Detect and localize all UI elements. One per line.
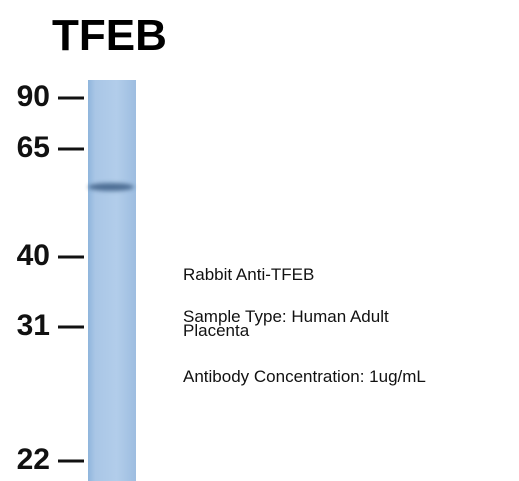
sample-type-label: Placenta bbox=[183, 321, 250, 340]
western-blot-figure: TFEB 90 65 40 31 22 Rabbit Anti-TFEB Sam… bbox=[0, 0, 519, 481]
concentration-label: Antibody Concentration: 1ug/mL bbox=[183, 367, 426, 386]
markers: 90 65 40 31 22 bbox=[17, 80, 84, 476]
antibody-label: Rabbit Anti-TFEB bbox=[183, 265, 314, 284]
marker-label: 90 bbox=[17, 80, 50, 113]
marker-label: 40 bbox=[17, 239, 50, 272]
marker-label: 31 bbox=[17, 309, 50, 342]
blot-lane bbox=[88, 80, 136, 481]
marker-label: 65 bbox=[17, 131, 50, 164]
title: TFEB bbox=[52, 11, 167, 60]
marker-label: 22 bbox=[17, 443, 50, 476]
protein-band bbox=[88, 183, 134, 191]
